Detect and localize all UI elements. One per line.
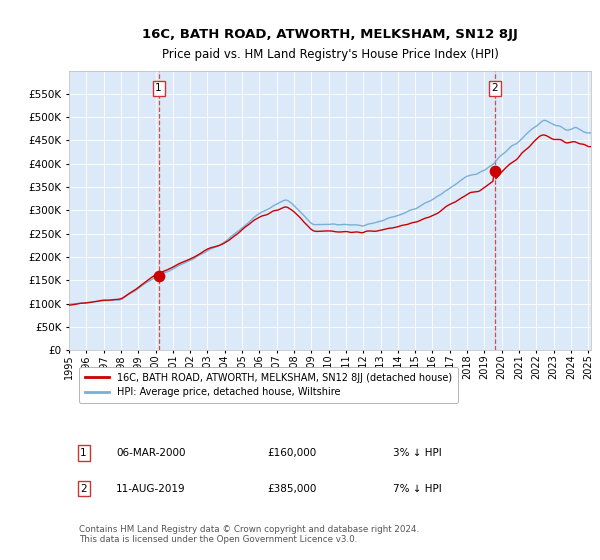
- Text: 16C, BATH ROAD, ATWORTH, MELKSHAM, SN12 8JJ: 16C, BATH ROAD, ATWORTH, MELKSHAM, SN12 …: [142, 27, 518, 40]
- Text: £160,000: £160,000: [268, 448, 317, 458]
- Point: [490, 166, 500, 175]
- Legend: 16C, BATH ROAD, ATWORTH, MELKSHAM, SN12 8JJ (detached house), HPI: Average price: 16C, BATH ROAD, ATWORTH, MELKSHAM, SN12 …: [79, 367, 458, 403]
- Text: £385,000: £385,000: [268, 483, 317, 493]
- Point: [154, 271, 163, 280]
- Text: 1: 1: [155, 83, 162, 93]
- Text: 06-MAR-2000: 06-MAR-2000: [116, 448, 185, 458]
- Text: 1: 1: [80, 448, 87, 458]
- Text: Price paid vs. HM Land Registry's House Price Index (HPI): Price paid vs. HM Land Registry's House …: [161, 48, 499, 61]
- Text: 2: 2: [491, 83, 498, 93]
- Text: 3% ↓ HPI: 3% ↓ HPI: [392, 448, 442, 458]
- Text: 11-AUG-2019: 11-AUG-2019: [116, 483, 185, 493]
- Text: 7% ↓ HPI: 7% ↓ HPI: [392, 483, 442, 493]
- Text: Contains HM Land Registry data © Crown copyright and database right 2024.
This d: Contains HM Land Registry data © Crown c…: [79, 525, 419, 544]
- Text: 2: 2: [80, 483, 87, 493]
